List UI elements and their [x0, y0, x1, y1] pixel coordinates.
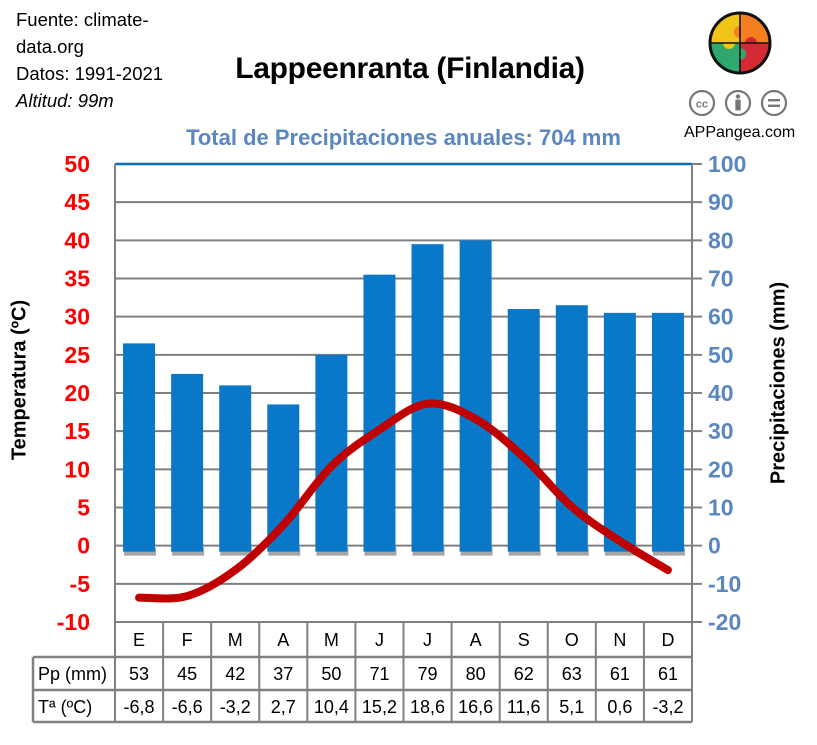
month-label: J: [423, 630, 432, 650]
month-label: S: [518, 630, 530, 650]
y-tick-left: 0: [77, 533, 90, 559]
y-tick-left: 30: [64, 304, 90, 330]
table-pp-cell: 37: [273, 664, 293, 684]
y-tick-right: 80: [708, 227, 734, 253]
table-t-cell: 2,7: [271, 697, 296, 717]
table-t-cell: 5,1: [559, 697, 584, 717]
table-t-cell: -3,2: [220, 697, 251, 717]
precip-bar: [411, 244, 444, 552]
precip-bar: [219, 385, 252, 552]
month-label: M: [324, 630, 339, 650]
table-t-cell: -3,2: [652, 697, 683, 717]
y-tick-left: 45: [64, 189, 90, 215]
month-label: J: [375, 630, 384, 650]
y-tick-left: 25: [64, 342, 90, 368]
table-pp-cell: 71: [369, 664, 389, 684]
y-tick-right: -20: [708, 609, 741, 635]
precip-bar: [363, 274, 396, 552]
table-pp-cell: 61: [610, 664, 630, 684]
precip-bar: [171, 373, 204, 552]
table-t-cell: 15,2: [362, 697, 397, 717]
y-tick-right: 0: [708, 533, 721, 559]
y-tick-left: 10: [64, 456, 90, 482]
month-label: F: [182, 630, 193, 650]
table-t-cell: 11,6: [507, 697, 541, 717]
y-tick-right: 30: [708, 418, 734, 444]
table-pp-cell: 45: [177, 664, 197, 684]
precip-bar: [459, 240, 492, 552]
table-t-cell: 0,6: [607, 697, 632, 717]
y-tick-right: 90: [708, 189, 734, 215]
table-pp-cell: 61: [658, 664, 678, 684]
y-tick-right: 40: [708, 380, 734, 406]
table-t-cell: -6,6: [172, 697, 203, 717]
data-table: E 53 -6,8 F 45 -6,6 M 42 -3,2 A 37 2,7 M 50 10,4 J 71 15,…: [31, 622, 692, 724]
table-pp-cell: 79: [418, 664, 438, 684]
y-tick-left: -5: [70, 571, 91, 597]
bar-shadow: [172, 547, 205, 556]
table-t-cell: 10,4: [314, 697, 349, 717]
altitude: Altitud: 99m: [16, 90, 114, 111]
table-row-label-t: Tª (ºC): [38, 697, 92, 717]
source-line-2: data.org: [16, 36, 84, 57]
month-label: A: [470, 630, 482, 650]
table-row-label-pp: Pp (mm): [38, 664, 107, 684]
month-label: E: [133, 630, 145, 650]
table-pp-cell: 50: [321, 664, 341, 684]
temperature-line: [135, 399, 672, 603]
source-info: Fuente: climate- data.org Datos: 1991-20…: [16, 6, 163, 114]
chart-title: Lappeenranta (Finlandia): [235, 52, 585, 85]
y-tick-right: 50: [708, 342, 734, 368]
month-label: D: [661, 630, 674, 650]
no-derivatives-icon: [760, 89, 788, 117]
month-label: N: [613, 630, 626, 650]
y-tick-right: 100: [708, 151, 746, 177]
y-tick-right: 20: [708, 456, 734, 482]
month-label: M: [228, 630, 243, 650]
temperature-series-line: [135, 399, 672, 603]
table-pp-cell: 42: [225, 664, 245, 684]
table-pp-cell: 62: [514, 664, 534, 684]
bar-shadow: [412, 547, 445, 556]
precip-bar: [651, 312, 684, 552]
y-tick-left: 20: [64, 380, 90, 406]
cc-icon: cc: [688, 89, 716, 117]
precip-bar: [507, 309, 540, 552]
svg-text:cc: cc: [696, 99, 708, 111]
brand-site: APPangea.com: [684, 124, 796, 141]
y-tick-left: 5: [77, 495, 90, 521]
y-tick-left: 35: [64, 266, 90, 292]
license-icons: cc: [688, 89, 788, 117]
table-pp-cell: 53: [129, 664, 149, 684]
y-tick-left: 40: [64, 227, 90, 253]
table-t-cell: 18,6: [410, 697, 445, 717]
precip-bar: [123, 343, 156, 552]
attribution-icon: [724, 89, 752, 117]
data-period: Datos: 1991-2021: [16, 63, 164, 84]
month-label: A: [277, 630, 289, 650]
y-tick-left: 15: [64, 418, 90, 444]
y-tick-left: -10: [57, 609, 90, 635]
y-tick-right: -10: [708, 571, 741, 597]
table-t-cell: -6,8: [124, 697, 155, 717]
bar-shadow: [508, 547, 541, 556]
y-tick-right: 10: [708, 495, 734, 521]
puzzle-globe-icon: [708, 11, 772, 75]
table-pp-cell: 63: [562, 664, 582, 684]
chart-subtitle: Total de Precipitaciones anuales: 704 mm: [186, 125, 621, 150]
table-pp-cell: 80: [466, 664, 486, 684]
y-tick-left: 50: [64, 151, 90, 177]
source-line-1: Fuente: climate-: [16, 9, 149, 30]
bar-shadow: [364, 547, 397, 556]
precip-bar: [603, 312, 636, 552]
y-tick-right: 60: [708, 304, 734, 330]
table-t-cell: 16,6: [458, 697, 493, 717]
month-label: O: [565, 630, 579, 650]
y-tick-right: 70: [708, 266, 734, 292]
